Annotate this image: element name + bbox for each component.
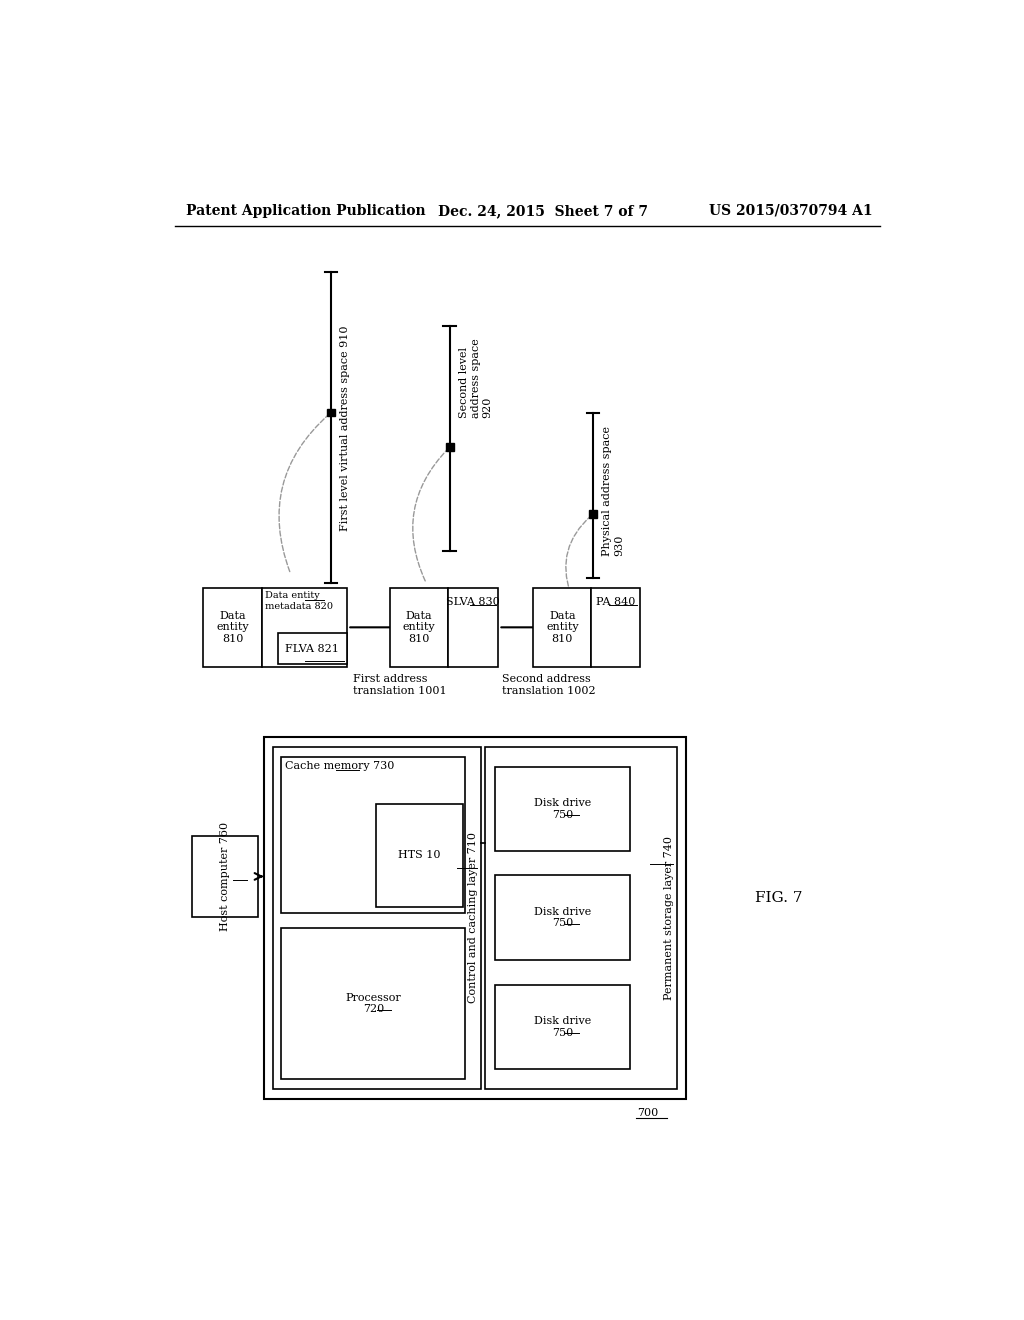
- Text: PA 840: PA 840: [596, 598, 635, 607]
- Text: US 2015/0370794 A1: US 2015/0370794 A1: [710, 203, 872, 218]
- Text: FIG. 7: FIG. 7: [756, 891, 803, 904]
- FancyBboxPatch shape: [282, 928, 465, 1078]
- Text: Patent Application Publication: Patent Application Publication: [186, 203, 426, 218]
- Text: Disk drive
750: Disk drive 750: [534, 907, 591, 928]
- Text: Physical address space
930: Physical address space 930: [602, 426, 624, 556]
- FancyBboxPatch shape: [376, 804, 463, 907]
- FancyBboxPatch shape: [495, 875, 630, 960]
- Text: Disk drive
750: Disk drive 750: [534, 799, 591, 820]
- Bar: [328, 409, 335, 416]
- Text: Second level
address space
920: Second level address space 920: [459, 338, 493, 417]
- Text: Second address
translation 1002: Second address translation 1002: [503, 675, 596, 696]
- FancyBboxPatch shape: [273, 747, 480, 1089]
- FancyBboxPatch shape: [262, 589, 347, 667]
- FancyBboxPatch shape: [390, 589, 449, 667]
- Text: FLVA 821: FLVA 821: [285, 644, 339, 653]
- Text: Disk drive
750: Disk drive 750: [534, 1016, 591, 1038]
- Text: Permanent storage layer 740: Permanent storage layer 740: [664, 836, 674, 999]
- Text: Dec. 24, 2015  Sheet 7 of 7: Dec. 24, 2015 Sheet 7 of 7: [438, 203, 648, 218]
- FancyBboxPatch shape: [484, 747, 677, 1089]
- Text: Processor
720: Processor 720: [345, 993, 401, 1014]
- Bar: [589, 511, 597, 517]
- FancyBboxPatch shape: [203, 589, 262, 667]
- Text: Control and caching layer 710: Control and caching layer 710: [468, 832, 478, 1003]
- FancyBboxPatch shape: [263, 738, 686, 1100]
- Text: Host computer 760: Host computer 760: [220, 822, 229, 931]
- FancyBboxPatch shape: [495, 767, 630, 851]
- Bar: [445, 444, 454, 451]
- FancyBboxPatch shape: [449, 589, 499, 667]
- Text: 700: 700: [637, 1109, 657, 1118]
- Text: First address
translation 1001: First address translation 1001: [352, 675, 446, 696]
- Text: Data entity
metadata 820: Data entity metadata 820: [265, 591, 333, 611]
- Text: First level virtual address space 910: First level virtual address space 910: [340, 325, 350, 531]
- FancyBboxPatch shape: [534, 589, 592, 667]
- Text: Data
entity
810: Data entity 810: [216, 611, 249, 644]
- Text: Data
entity
810: Data entity 810: [402, 611, 435, 644]
- Text: Cache memory 730: Cache memory 730: [286, 760, 394, 771]
- FancyBboxPatch shape: [495, 985, 630, 1069]
- FancyBboxPatch shape: [191, 836, 258, 917]
- FancyBboxPatch shape: [592, 589, 640, 667]
- Text: HTS 10: HTS 10: [398, 850, 440, 861]
- FancyBboxPatch shape: [282, 758, 465, 913]
- Text: SLVA 830: SLVA 830: [446, 598, 500, 607]
- FancyBboxPatch shape: [278, 632, 346, 664]
- Text: Data
entity
810: Data entity 810: [546, 611, 579, 644]
